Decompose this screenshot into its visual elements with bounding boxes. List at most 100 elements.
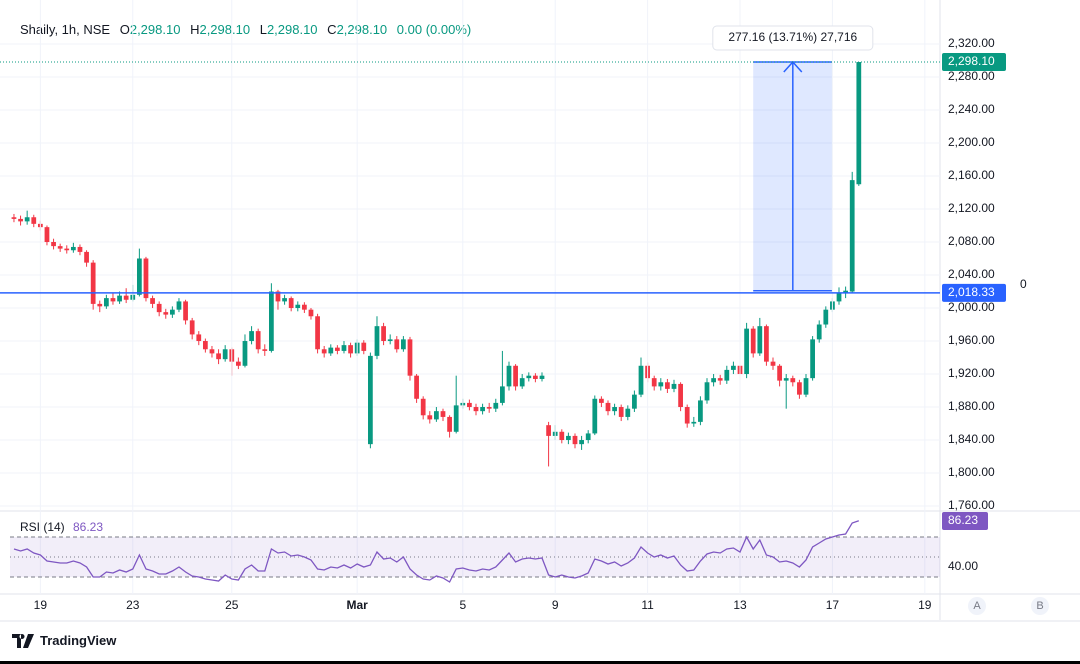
candle-body bbox=[678, 383, 683, 408]
candle-body bbox=[559, 431, 565, 441]
candle-body bbox=[374, 326, 380, 356]
candle-body bbox=[744, 328, 749, 375]
legend-key: H bbox=[190, 22, 200, 37]
candle-body bbox=[849, 180, 855, 292]
candle-body bbox=[216, 353, 221, 360]
brand-name: TradingView bbox=[40, 633, 117, 648]
candle-body bbox=[176, 301, 182, 310]
legend-value: 2,298.10 bbox=[129, 22, 181, 37]
candle-body bbox=[222, 349, 228, 360]
y-tick-label: 1,920.00 bbox=[948, 366, 995, 380]
candle-body bbox=[308, 309, 314, 317]
candle-body bbox=[123, 295, 129, 300]
x-tick-label: Mar bbox=[347, 598, 369, 612]
y-tick-label: 2,240.00 bbox=[948, 102, 995, 116]
candle-body bbox=[539, 375, 545, 379]
candle-body bbox=[64, 248, 70, 251]
candle-body bbox=[90, 262, 96, 304]
candle-body bbox=[110, 298, 116, 302]
candle-body bbox=[486, 407, 492, 409]
candle-body bbox=[711, 378, 716, 383]
candle-body bbox=[163, 312, 169, 315]
candle-body bbox=[302, 304, 307, 310]
line-price-label: 2,018.33 bbox=[948, 285, 995, 299]
candle-body bbox=[651, 378, 657, 387]
candle-body bbox=[671, 383, 677, 389]
candle-body bbox=[473, 407, 479, 412]
candle-body bbox=[783, 378, 789, 381]
candle-body bbox=[684, 407, 690, 424]
candle-body bbox=[750, 328, 756, 354]
candle-body bbox=[77, 246, 83, 252]
ohlc: O2,298.10 bbox=[120, 22, 181, 37]
candle-body bbox=[585, 433, 591, 441]
candle-body bbox=[103, 298, 109, 307]
candle-body bbox=[394, 339, 400, 350]
candle-body bbox=[434, 411, 439, 420]
candle-body bbox=[447, 416, 452, 432]
x-tick-label: 5 bbox=[459, 598, 466, 612]
ohlc: H2,298.10 bbox=[190, 22, 250, 37]
candle-body bbox=[18, 218, 23, 222]
change: 0.00 (0.00%) bbox=[396, 22, 472, 37]
candle-body bbox=[57, 246, 63, 249]
candle-body bbox=[724, 369, 730, 381]
candle-body bbox=[31, 217, 37, 224]
candle-body bbox=[269, 291, 274, 351]
candle-body bbox=[453, 405, 459, 432]
candle-body bbox=[810, 339, 815, 379]
brand: TradingView bbox=[12, 633, 116, 648]
x-tick-label: 23 bbox=[126, 598, 140, 612]
rsi-line bbox=[13, 520, 860, 583]
candle-body bbox=[328, 347, 334, 354]
candle-body bbox=[599, 398, 604, 403]
scale-button-label: A bbox=[973, 600, 981, 612]
candle-body bbox=[546, 425, 551, 436]
candle-body bbox=[249, 331, 254, 342]
candle-body bbox=[816, 324, 822, 340]
candle-body bbox=[506, 365, 512, 387]
candle-body bbox=[143, 258, 149, 299]
candle-body bbox=[566, 435, 571, 441]
candle-body bbox=[282, 298, 287, 302]
candle-body bbox=[288, 298, 294, 309]
x-tick-label: 9 bbox=[552, 598, 559, 612]
candle-body bbox=[533, 375, 538, 379]
candle-body bbox=[275, 291, 281, 302]
candle-body bbox=[84, 251, 89, 263]
candle-body bbox=[341, 345, 347, 351]
candle-body bbox=[156, 303, 162, 313]
rsi-tag bbox=[942, 512, 988, 530]
candle-body bbox=[440, 411, 446, 417]
scale-button[interactable] bbox=[968, 597, 986, 615]
y-tick-label: 2,040.00 bbox=[948, 267, 995, 281]
symbol: Shaily, 1h, NSE bbox=[20, 22, 111, 37]
candle-body bbox=[625, 408, 631, 417]
candle-body bbox=[150, 298, 155, 304]
last-price-label: 2,298.10 bbox=[948, 54, 995, 68]
candle-body bbox=[136, 258, 142, 295]
legend-key: C bbox=[327, 22, 337, 37]
y-tick-label: 2,160.00 bbox=[948, 168, 995, 182]
candle-body bbox=[770, 361, 776, 366]
rsi-value: 86.23 bbox=[73, 520, 103, 534]
candle-body bbox=[262, 349, 268, 351]
candle-body bbox=[519, 378, 525, 387]
candle-body bbox=[638, 365, 644, 395]
candle-body bbox=[843, 290, 848, 294]
candle-body bbox=[467, 402, 472, 408]
candle-body bbox=[51, 242, 56, 247]
y-tick-label: 1,760.00 bbox=[948, 498, 995, 512]
candle-body bbox=[348, 345, 353, 354]
y-tick-label: 2,080.00 bbox=[948, 234, 995, 248]
y-tick-label: 2,200.00 bbox=[948, 135, 995, 149]
scale-button[interactable] bbox=[1031, 597, 1049, 615]
measure-label: 277.16 (13.71%) 27,716 bbox=[728, 30, 857, 44]
candle-body bbox=[572, 435, 578, 445]
candle-body bbox=[823, 309, 829, 325]
candle-body bbox=[605, 402, 611, 412]
price-pane bbox=[11, 60, 862, 467]
rsi-tag-label: 86.23 bbox=[948, 513, 978, 527]
y-tick-label: 1,880.00 bbox=[948, 399, 995, 413]
